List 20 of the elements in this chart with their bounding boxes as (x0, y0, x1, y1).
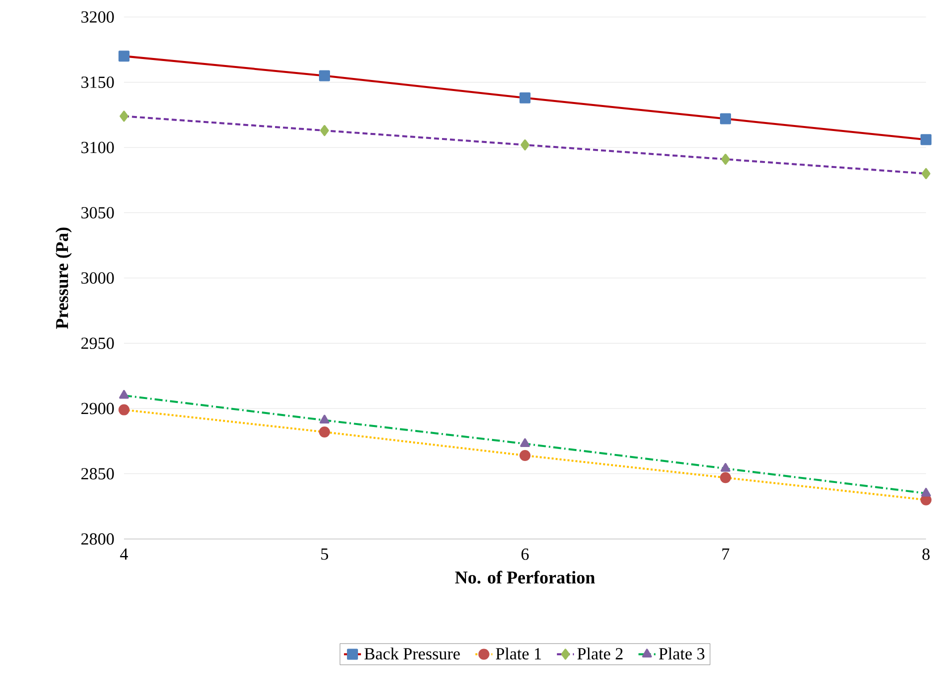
y-tick-label: 3050 (81, 207, 114, 218)
legend-label: Plate 2 (577, 648, 623, 660)
legend-label: Plate 3 (658, 648, 704, 660)
y-tick-label: 2900 (81, 402, 114, 414)
y-axis-title: Pressure (Pa) (55, 228, 72, 329)
x-axis-title: No. of Perforation (455, 570, 595, 584)
legend-label: Plate 1 (496, 648, 541, 660)
y-tick-label: 2850 (81, 468, 114, 480)
x-tick-label: 5 (321, 548, 328, 560)
y-tick-label: 3200 (81, 11, 114, 23)
y-tick-label: 3100 (81, 142, 114, 154)
x-tick-label: 4 (120, 548, 128, 560)
y-tick-label: 3000 (81, 272, 114, 284)
legend-label: Back Pressure (364, 648, 460, 660)
y-tick-label: 2800 (81, 533, 114, 545)
x-tick-label: 6 (522, 548, 529, 560)
y-tick-label: 3150 (81, 76, 114, 88)
x-tick-label: 7 (722, 548, 730, 560)
y-tick-label: 2950 (81, 338, 114, 349)
x-tick-label: 8 (922, 548, 930, 560)
